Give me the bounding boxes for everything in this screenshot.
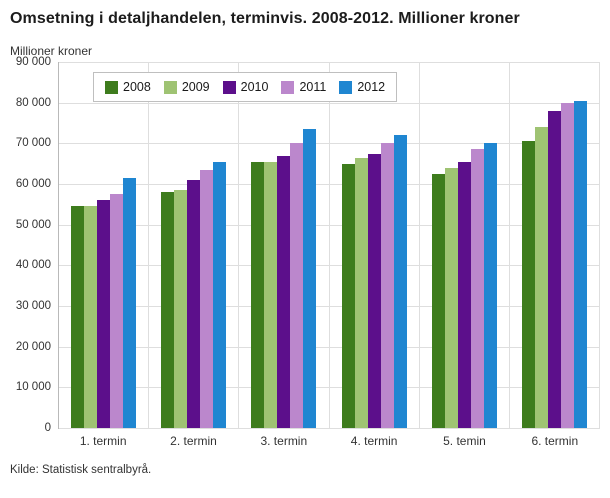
bar-2009-6-termin: [534, 127, 548, 428]
legend-label: 2010: [240, 80, 269, 94]
bar-group: [420, 62, 510, 428]
bar-2011-6-termin: [560, 102, 574, 428]
bar-group: [239, 62, 330, 428]
legend-swatch: [222, 80, 236, 94]
bar-2012-4-termin: [393, 135, 407, 428]
bar-2012-2-termin: [213, 161, 227, 428]
y-tick-label: 30 000: [15, 300, 51, 312]
bar-2009-3-termin: [264, 161, 278, 428]
legend-item-2010: 2010: [222, 80, 269, 94]
y-tick-label: 0: [44, 422, 51, 434]
legend-label: 2011: [299, 80, 327, 94]
bar-2011-2-termin: [200, 169, 214, 428]
plot-area: 2008 2009 2010 2011 2012: [58, 62, 601, 429]
bar-2012-3-termin: [303, 129, 317, 428]
gridline: [59, 428, 600, 429]
bar-2012-5-temin: [483, 143, 497, 428]
bar-2008-4-termin: [341, 163, 355, 428]
legend-swatch: [105, 80, 118, 94]
bar-2009-1-termin: [84, 206, 98, 428]
bar-2010-4-termin: [367, 153, 381, 428]
y-tick-label: 20 000: [15, 340, 51, 353]
bar-2012-1-termin: [123, 177, 137, 428]
bar-2010-6-termin: [547, 110, 561, 428]
source-note: Kilde: Statistisk sentralbyrå.: [10, 464, 152, 476]
legend-label: 2012: [357, 80, 386, 94]
bar-2010-1-termin: [97, 200, 111, 428]
bar-group: [510, 62, 601, 428]
y-tick-label: 80 000: [15, 96, 51, 109]
legend-swatch: [339, 80, 353, 94]
legend-swatch: [281, 80, 295, 94]
legend-item-2008: 2008: [105, 80, 151, 94]
bar-groups: [59, 62, 601, 428]
legend: 2008 2009 2010 2011 2012: [93, 72, 398, 102]
legend-label: 2008: [123, 80, 151, 94]
y-tick-label: 50 000: [15, 218, 51, 231]
x-axis-label: 5. temin: [443, 434, 486, 448]
bar-group: [149, 62, 240, 428]
bar-2008-1-termin: [71, 206, 85, 428]
x-axis-label: 3. termin: [260, 434, 308, 448]
y-tick-label: 60 000: [15, 178, 51, 190]
y-axis: 90 000 80 000 70 000 60 000 50 000 40 000 30 0…: [8, 56, 58, 434]
bar-2009-4-termin: [354, 157, 368, 428]
y-tick-label: 10 000: [15, 381, 51, 394]
bar-2011-5-temin: [470, 149, 484, 428]
bar-2010-5-temin: [457, 161, 471, 428]
bar-chart: 90 000 80 000 70 000 60 000 50 000 40 000 30 0…: [8, 56, 601, 434]
bar-2008-5-temin: [431, 173, 445, 428]
legend-item-2011: 2011: [281, 80, 326, 94]
bar-2008-3-termin: [251, 161, 265, 428]
bar-2011-3-termin: [290, 143, 304, 428]
x-axis-label: 1. termin: [79, 434, 127, 448]
bar-2008-6-termin: [521, 141, 535, 428]
bar-group: [59, 62, 150, 428]
bar-group: [330, 62, 420, 428]
bar-2009-2-termin: [174, 190, 188, 428]
legend-item-2009: 2009: [163, 80, 210, 94]
x-axis-label: 6. termin: [531, 434, 579, 448]
page-title: Omsetning i detaljhandelen, terminvis. 2…: [10, 10, 520, 27]
legend-label: 2009: [181, 80, 210, 94]
bar-2009-5-temin: [444, 167, 458, 428]
bar-2012-6-termin: [573, 100, 587, 428]
y-tick-label: 70 000: [15, 137, 51, 150]
bar-2010-3-termin: [277, 155, 291, 428]
x-axis-label: 4. termin: [350, 434, 398, 448]
x-axis-label: 2. termin: [170, 434, 217, 448]
chart-page: Omsetning i detaljhandelen, terminvis. 2…: [0, 10, 610, 498]
bar-2008-2-termin: [161, 192, 175, 428]
y-tick-label: 40 000: [15, 259, 51, 272]
bar-2011-4-termin: [380, 143, 394, 428]
x-axis: 1. termin 2. termin 3. termin 4. termin 5. t…: [58, 434, 600, 448]
bar-2010-2-termin: [187, 179, 201, 428]
legend-swatch: [163, 80, 177, 94]
y-tick-label: 90 000: [15, 56, 51, 68]
legend-item-2012: 2012: [339, 80, 385, 94]
y-axis-unit-label: Millioner kroner: [10, 44, 93, 58]
bar-2011-1-termin: [110, 194, 124, 428]
